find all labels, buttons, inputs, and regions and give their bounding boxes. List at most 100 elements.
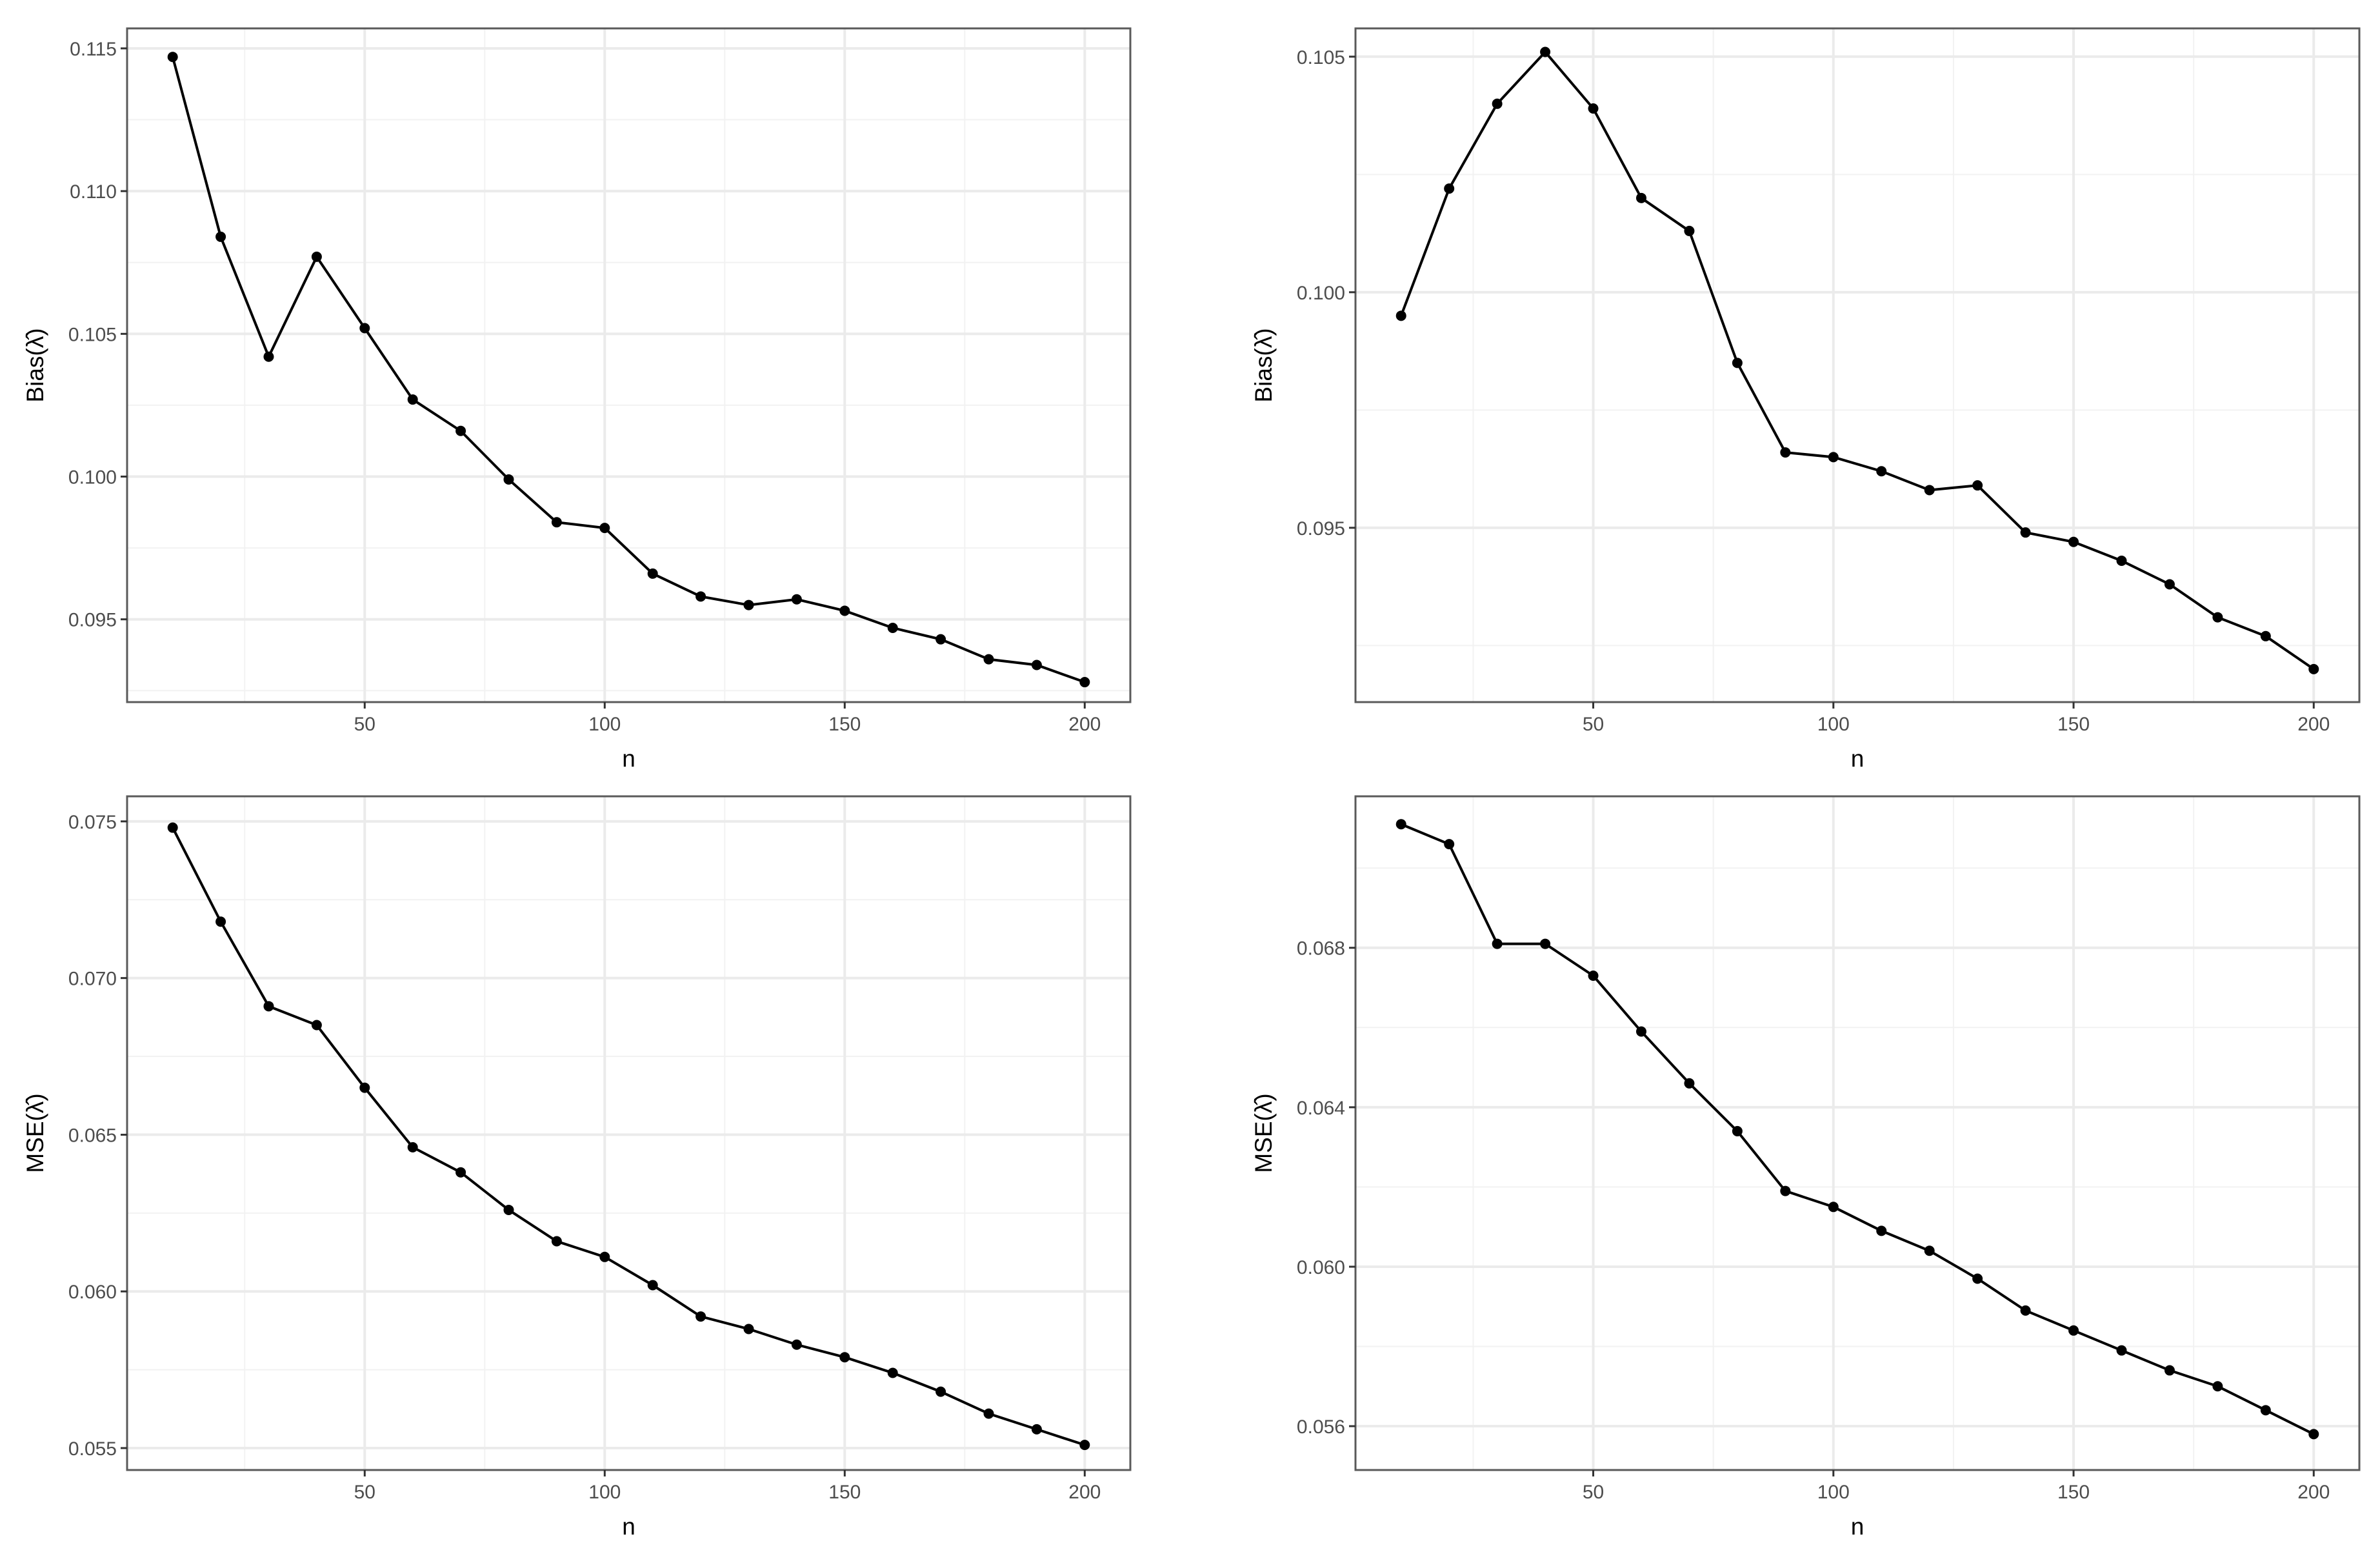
data-point bbox=[455, 425, 466, 436]
data-point bbox=[503, 1204, 514, 1215]
y-axis-title: Bias(λ̂) bbox=[1250, 328, 1277, 402]
y-axis-title-main: MSE( bbox=[1250, 1113, 1277, 1173]
data-point bbox=[1924, 1245, 1935, 1256]
y-axis-title-close: ) bbox=[22, 328, 48, 336]
data-point bbox=[215, 916, 226, 927]
data-point bbox=[1079, 677, 1090, 688]
x-axis-title: n bbox=[622, 745, 635, 772]
axis-ticks: 50 100 150 200 0.095 0.100 0.105 bbox=[1297, 47, 2330, 735]
data-points bbox=[1395, 46, 2319, 674]
data-point bbox=[1540, 46, 1551, 57]
x-tick-label: 100 bbox=[1817, 1482, 1850, 1503]
data-point bbox=[1684, 225, 1695, 236]
plot-area bbox=[127, 28, 1130, 702]
data-point bbox=[695, 1311, 706, 1322]
data-point bbox=[887, 1367, 898, 1378]
data-point bbox=[1635, 192, 1646, 203]
data-point bbox=[1780, 1185, 1791, 1196]
data-point bbox=[1444, 839, 1455, 850]
y-tick-label: 0.075 bbox=[68, 812, 117, 833]
data-point bbox=[311, 251, 322, 262]
data-point bbox=[2068, 536, 2079, 547]
data-point bbox=[1588, 970, 1599, 981]
y-tick-label: 0.060 bbox=[1297, 1257, 1345, 1278]
y-tick-label: 0.110 bbox=[70, 181, 117, 203]
x-tick-label: 150 bbox=[2057, 714, 2090, 735]
data-point bbox=[2020, 527, 2031, 538]
x-tick-label: 100 bbox=[588, 1482, 621, 1503]
panel-border bbox=[1354, 795, 2361, 1471]
data-point bbox=[1079, 1440, 1090, 1451]
data-points bbox=[1395, 819, 2319, 1440]
data-point bbox=[2260, 630, 2271, 641]
y-tick-label: 0.064 bbox=[1297, 1098, 1345, 1119]
y-tick-label: 0.070 bbox=[68, 969, 117, 990]
grid-lines bbox=[127, 796, 1130, 1470]
x-tick-label: 50 bbox=[1583, 714, 1604, 735]
data-point bbox=[1492, 98, 1503, 109]
data-point bbox=[887, 622, 898, 633]
panel-border bbox=[1354, 27, 2361, 703]
x-tick-label: 150 bbox=[2057, 1482, 2090, 1503]
data-point bbox=[455, 1167, 466, 1178]
data-point bbox=[2308, 1429, 2319, 1440]
data-point bbox=[599, 1251, 610, 1262]
y-axis-title: MSE(λ̂) bbox=[1250, 1093, 1277, 1173]
data-point bbox=[1635, 1026, 1646, 1037]
data-point bbox=[743, 599, 754, 610]
data-point bbox=[791, 1339, 802, 1350]
data-point bbox=[1876, 1225, 1887, 1236]
data-points bbox=[167, 52, 1090, 688]
y-tick-label: 0.055 bbox=[68, 1438, 117, 1460]
data-point bbox=[839, 1352, 850, 1363]
data-point bbox=[983, 1408, 994, 1419]
data-point bbox=[743, 1324, 754, 1335]
data-point bbox=[935, 1386, 946, 1397]
mse-line bbox=[171, 827, 1085, 1447]
data-point bbox=[2068, 1325, 2079, 1336]
data-point bbox=[1924, 485, 1935, 496]
axis-ticks: 50 100 150 200 0.095 0.100 0.105 0.110 0.115 bbox=[68, 39, 1101, 735]
data-point bbox=[599, 523, 610, 534]
data-point bbox=[1876, 466, 1887, 477]
y-tick-label: 0.060 bbox=[68, 1282, 117, 1303]
plot-area bbox=[127, 796, 1130, 1470]
panel-bias-right: 50 100 150 200 0.095 0.100 0.105 n Bias(λ̂) bbox=[1250, 27, 2361, 772]
x-tick-label: 50 bbox=[354, 714, 375, 735]
panel-border bbox=[126, 27, 1132, 703]
y-tick-label: 0.100 bbox=[68, 467, 117, 488]
data-point bbox=[1780, 447, 1791, 458]
data-point bbox=[1684, 1078, 1695, 1089]
data-point bbox=[647, 1280, 658, 1291]
data-point bbox=[2212, 1381, 2223, 1392]
grid-lines bbox=[127, 28, 1130, 702]
data-point bbox=[1444, 183, 1455, 194]
x-tick-label: 200 bbox=[2297, 714, 2330, 735]
data-point bbox=[2212, 612, 2223, 623]
data-point bbox=[839, 605, 850, 616]
data-point bbox=[2308, 663, 2319, 674]
data-point bbox=[1828, 452, 1839, 463]
y-tick-label: 0.056 bbox=[1297, 1416, 1345, 1438]
y-tick-label: 0.100 bbox=[1297, 283, 1345, 304]
panel-bias-left: 50 100 150 200 0.095 0.100 0.105 0.110 0.115 n B… bbox=[22, 27, 1132, 772]
x-tick-label: 150 bbox=[828, 1482, 861, 1503]
y-tick-label: 0.065 bbox=[68, 1125, 117, 1146]
data-point bbox=[551, 1236, 562, 1247]
x-tick-label: 150 bbox=[828, 714, 861, 735]
panel-mse-right: 50 100 150 200 0.056 0.060 0.064 0.068 n MSE(λ̂… bbox=[1250, 795, 2361, 1540]
data-point bbox=[407, 394, 418, 405]
data-point bbox=[1588, 103, 1599, 114]
x-tick-label: 200 bbox=[1068, 1482, 1101, 1503]
y-tick-label: 0.095 bbox=[68, 610, 117, 631]
data-point bbox=[1540, 938, 1551, 949]
data-point bbox=[647, 568, 658, 579]
data-point bbox=[1492, 938, 1503, 949]
data-point bbox=[2020, 1305, 2031, 1316]
plot-area bbox=[1355, 796, 2359, 1470]
y-tick-label: 0.105 bbox=[1297, 47, 1345, 68]
x-tick-label: 50 bbox=[1583, 1482, 1604, 1503]
data-point bbox=[167, 822, 178, 833]
y-axis-title-main: Bias( bbox=[1250, 348, 1277, 403]
